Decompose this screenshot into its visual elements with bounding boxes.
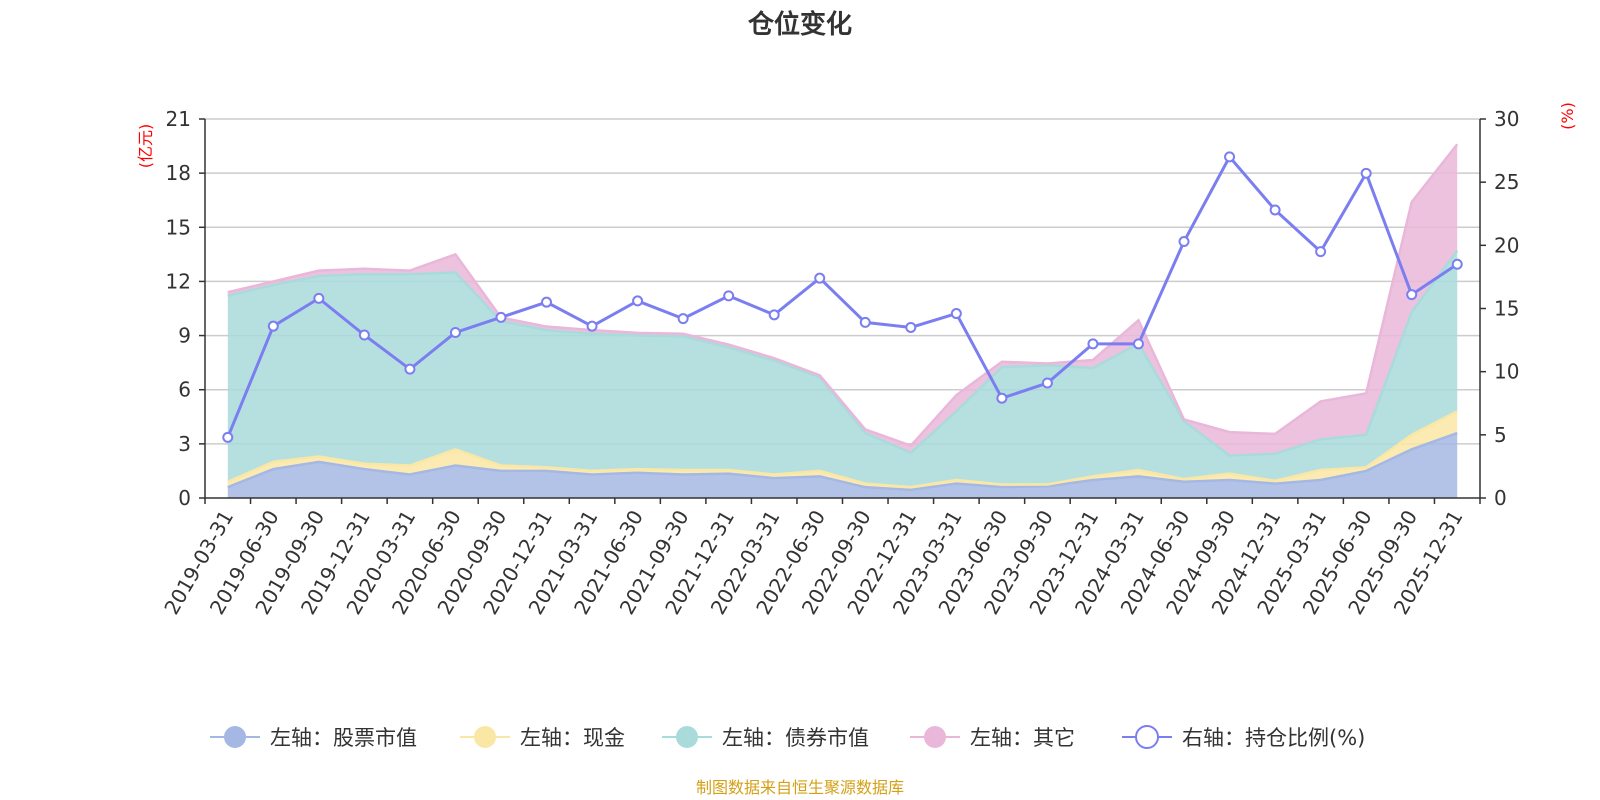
ratio-point-11 <box>723 290 735 302</box>
ratio-point-3 <box>358 329 370 341</box>
ratio-point-24 <box>1315 246 1327 258</box>
area-edge-3 <box>227 143 1459 448</box>
legend-marker-4 <box>1135 725 1159 749</box>
stacked-areas <box>227 144 1458 498</box>
ratio-point-8 <box>586 320 598 332</box>
ratio-point-1 <box>267 320 279 332</box>
left-tick-label-6: 18 <box>166 161 191 185</box>
right-axis-ticks: 0 5 10 15 20 25 30 <box>1480 107 1519 510</box>
ratio-point-17 <box>996 392 1008 404</box>
ratio-point-2 <box>313 292 325 304</box>
ratio-line-path <box>226 154 1459 438</box>
ratio-point-22 <box>1224 151 1236 163</box>
area-edge-1 <box>227 410 1458 489</box>
area-edge-lines <box>227 143 1459 492</box>
ratio-point-21 <box>1178 236 1190 248</box>
ratio-point-27 <box>1451 258 1463 270</box>
ratio-point-15 <box>905 321 917 333</box>
left-axis-ticks: 0 3 6 9 12 15 18 21 <box>166 107 205 510</box>
area-edge-2 <box>227 250 1459 457</box>
ratio-point-23 <box>1269 204 1281 216</box>
ratio-point-20 <box>1132 338 1144 350</box>
area-3 <box>227 144 1458 456</box>
area-2 <box>227 250 1458 488</box>
ratio-point-7 <box>541 296 553 308</box>
ratio-point-9 <box>632 295 644 307</box>
left-tick-label-1: 3 <box>178 432 191 456</box>
data-source-footer: 制图数据来自恒生聚源数据库 <box>696 778 904 797</box>
right-tick-label-1: 5 <box>1494 423 1507 447</box>
legend-item-4[interactable]: 右轴：持仓比例(%) <box>1122 725 1365 750</box>
legend-label-1: 左轴：现金 <box>520 726 625 750</box>
legend-item-2[interactable]: 左轴：债券市值 <box>662 726 869 750</box>
ratio-point-18 <box>1041 377 1053 389</box>
legend-marker-1 <box>474 726 496 748</box>
area-0 <box>227 433 1458 498</box>
ratio-point-4 <box>404 363 416 375</box>
right-tick-label-6: 30 <box>1494 107 1519 131</box>
ratio-point-14 <box>859 316 871 328</box>
ratio-point-25 <box>1360 167 1372 179</box>
right-tick-label-2: 10 <box>1494 360 1519 384</box>
legend-label-3: 左轴：其它 <box>970 726 1075 750</box>
ratio-point-5 <box>449 327 461 339</box>
area-edge-0 <box>227 431 1458 492</box>
x-axis-ticks: 2019-03-312019-06-302019-09-302019-12-31… <box>159 498 1481 619</box>
legend-marker-3 <box>924 726 946 748</box>
ratio-point-26 <box>1406 289 1418 301</box>
ratio-point-12 <box>768 309 780 321</box>
legend-label-4: 右轴：持仓比例(%) <box>1182 726 1365 750</box>
position-ratio-line <box>222 151 1463 443</box>
left-tick-label-0: 0 <box>178 486 191 510</box>
right-tick-label-4: 20 <box>1494 233 1519 257</box>
ratio-point-16 <box>950 308 962 320</box>
ratio-point-19 <box>1087 338 1099 350</box>
left-tick-label-5: 15 <box>166 215 191 239</box>
legend-item-0[interactable]: 左轴：股票市值 <box>210 726 417 750</box>
legend-label-0: 左轴：股票市值 <box>270 726 417 750</box>
left-tick-label-3: 9 <box>178 324 191 348</box>
legend-marker-2 <box>676 726 698 748</box>
right-tick-label-5: 25 <box>1494 170 1519 194</box>
chart-title: 仓位变化 <box>747 9 852 40</box>
ratio-point-0 <box>222 431 234 443</box>
legend-item-3[interactable]: 左轴：其它 <box>910 726 1075 750</box>
ratio-point-10 <box>677 313 689 325</box>
ratio-point-6 <box>495 311 507 323</box>
ratio-point-13 <box>814 272 826 284</box>
right-tick-label-3: 15 <box>1494 297 1519 321</box>
legend[interactable]: 左轴：股票市值 左轴：现金 左轴：债券市值 左轴：其它 右轴：持仓比例(%) <box>210 725 1365 750</box>
legend-item-1[interactable]: 左轴：现金 <box>460 726 625 750</box>
legend-marker-0 <box>224 726 246 748</box>
right-axis-unit: (%) <box>1558 102 1577 130</box>
left-tick-label-4: 12 <box>166 269 191 293</box>
legend-label-2: 左轴：债券市值 <box>722 726 869 750</box>
left-tick-label-7: 21 <box>166 107 191 131</box>
right-tick-label-0: 0 <box>1494 486 1507 510</box>
left-tick-label-2: 6 <box>178 378 191 402</box>
left-axis-unit: (亿元) <box>136 124 155 169</box>
